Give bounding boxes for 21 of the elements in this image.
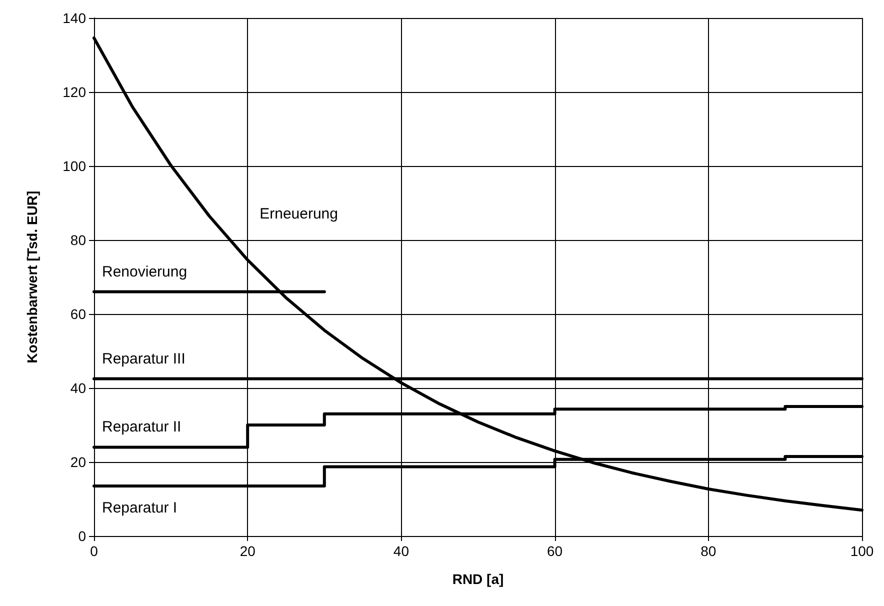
y-tick-label: 80	[70, 232, 86, 248]
y-tick-label: 40	[70, 380, 86, 396]
series-label: Reparatur II	[102, 418, 182, 436]
y-axis-title: Kostenbarwert [Tsd. EUR]	[24, 190, 40, 364]
x-tick-label: 20	[240, 543, 256, 559]
x-tick-label: 0	[90, 543, 98, 559]
series-label: Renovierung	[102, 263, 188, 280]
series-label: Reparatur III	[102, 350, 186, 368]
y-tick-label: 140	[62, 10, 86, 26]
y-tick-label: 20	[70, 454, 86, 470]
x-tick-label: 100	[850, 543, 874, 559]
x-tick-label: 80	[700, 543, 716, 559]
y-tick-label: 120	[62, 84, 86, 100]
series-label: Reparatur I	[102, 500, 178, 517]
x-axis-title: RND [a]	[452, 571, 504, 587]
y-tick-label: 0	[78, 528, 86, 544]
y-tick-label: 100	[62, 158, 86, 174]
x-tick-label: 60	[547, 543, 563, 559]
text: Erneuerung	[260, 205, 338, 222]
y-tick-label: 60	[70, 306, 86, 322]
x-tick-label: 40	[393, 543, 410, 559]
